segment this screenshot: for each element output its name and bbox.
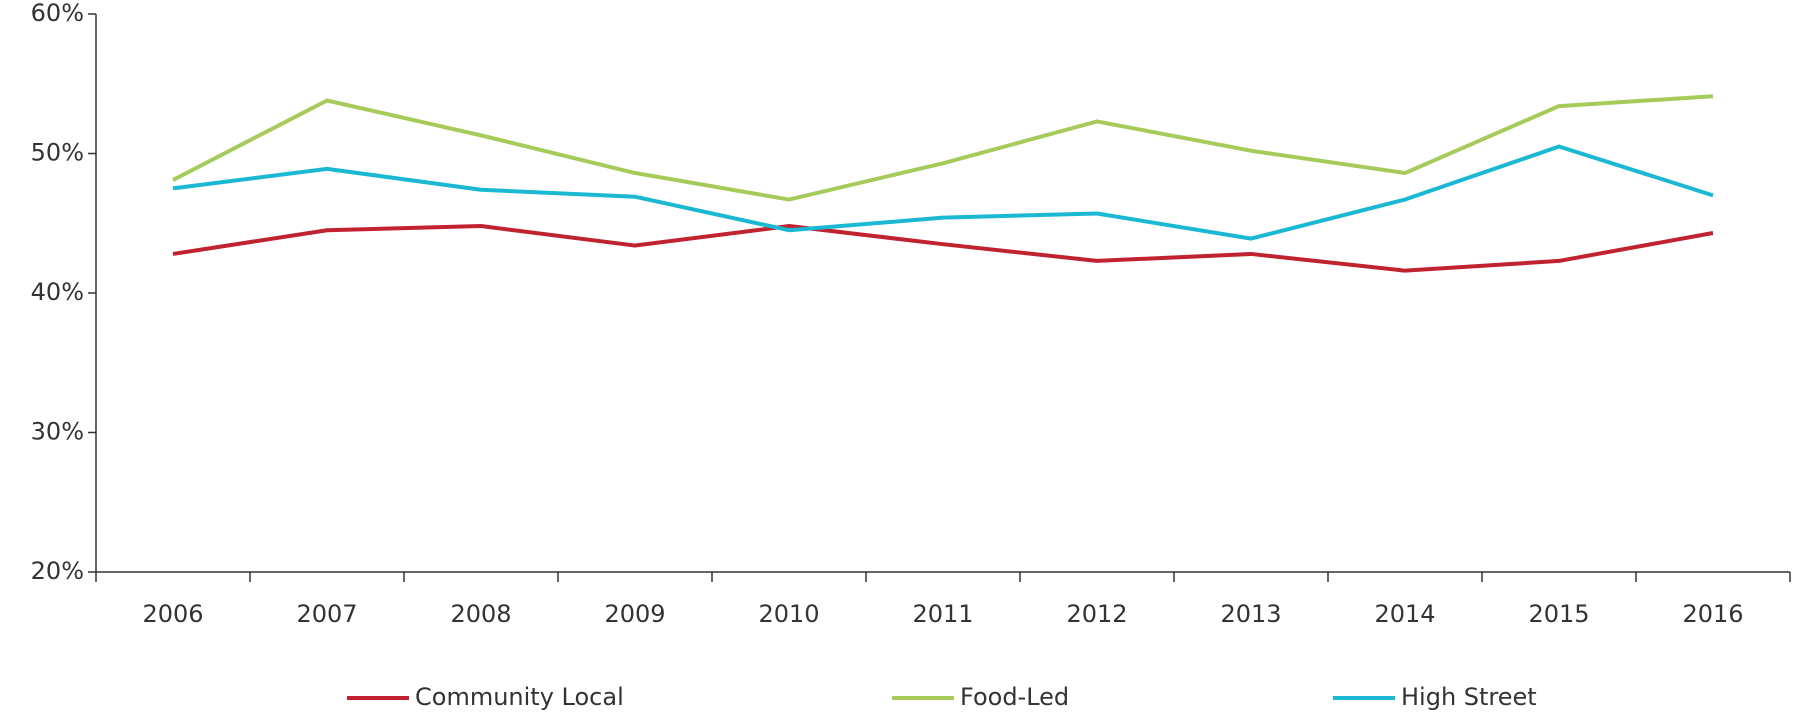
x-tick-label: 2014	[1374, 600, 1435, 628]
y-tick-label: 40%	[31, 278, 84, 306]
legend-label: Community Local	[415, 683, 624, 711]
x-tick-label: 2008	[450, 600, 511, 628]
x-tick-label: 2006	[142, 600, 203, 628]
x-tick-label: 2010	[758, 600, 819, 628]
x-tick-label: 2011	[912, 600, 973, 628]
legend-label: High Street	[1401, 683, 1537, 711]
x-tick-label: 2007	[296, 600, 357, 628]
y-tick-label: 30%	[31, 418, 84, 446]
y-tick-label: 20%	[31, 557, 84, 585]
y-tick-label: 60%	[31, 0, 84, 27]
series-line	[172, 144, 1714, 241]
x-tick-label: 2015	[1528, 600, 1589, 628]
legend-label: Food-Led	[960, 683, 1069, 711]
x-tick-label: 2013	[1220, 600, 1281, 628]
series-line	[172, 94, 1714, 202]
x-tick-label: 2009	[604, 600, 665, 628]
y-tick-label: 50%	[31, 139, 84, 167]
series-line	[172, 224, 1714, 273]
x-tick-label: 2012	[1066, 600, 1127, 628]
x-tick-label: 2016	[1682, 600, 1743, 628]
